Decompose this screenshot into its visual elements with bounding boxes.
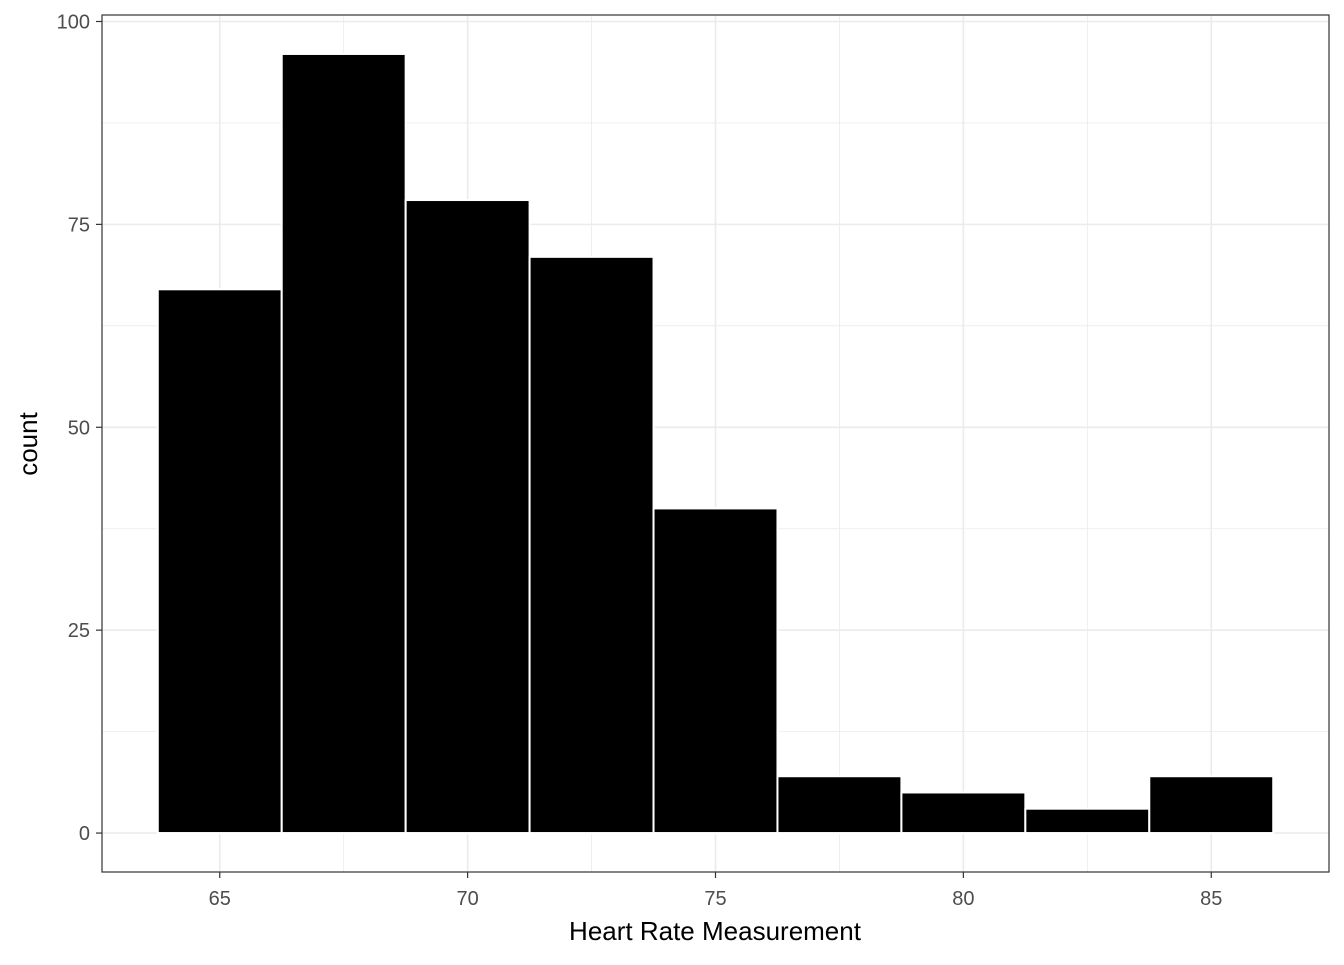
histogram-bars	[156, 52, 1275, 835]
y-tick-label: 100	[57, 11, 90, 33]
x-axis-ticks: 65 70 75 80 85	[209, 872, 1222, 910]
histogram-bar-6	[776, 775, 903, 835]
histogram-bar-7	[900, 791, 1027, 835]
histogram-bar-5	[652, 507, 779, 835]
y-axis-title: count	[13, 411, 43, 475]
x-tick-label: 65	[209, 888, 231, 910]
x-tick-label: 70	[456, 888, 478, 910]
histogram-bar-1	[156, 288, 283, 835]
x-axis-title: Heart Rate Measurement	[569, 916, 862, 946]
y-tick-label: 75	[68, 214, 90, 236]
y-tick-label: 50	[68, 417, 90, 439]
y-tick-label: 25	[68, 620, 90, 642]
x-tick-label: 75	[704, 888, 726, 910]
histogram-bar-3	[404, 199, 531, 835]
histogram-bar-2	[280, 52, 407, 835]
histogram-bar-8	[1024, 807, 1151, 835]
x-tick-label: 80	[952, 888, 974, 910]
histogram-bar-4	[528, 255, 655, 835]
histogram-bar-9	[1148, 775, 1275, 835]
y-tick-label: 0	[79, 823, 90, 845]
y-axis-ticks: 0 25 50 75 100	[57, 11, 102, 845]
x-tick-label: 85	[1200, 888, 1222, 910]
